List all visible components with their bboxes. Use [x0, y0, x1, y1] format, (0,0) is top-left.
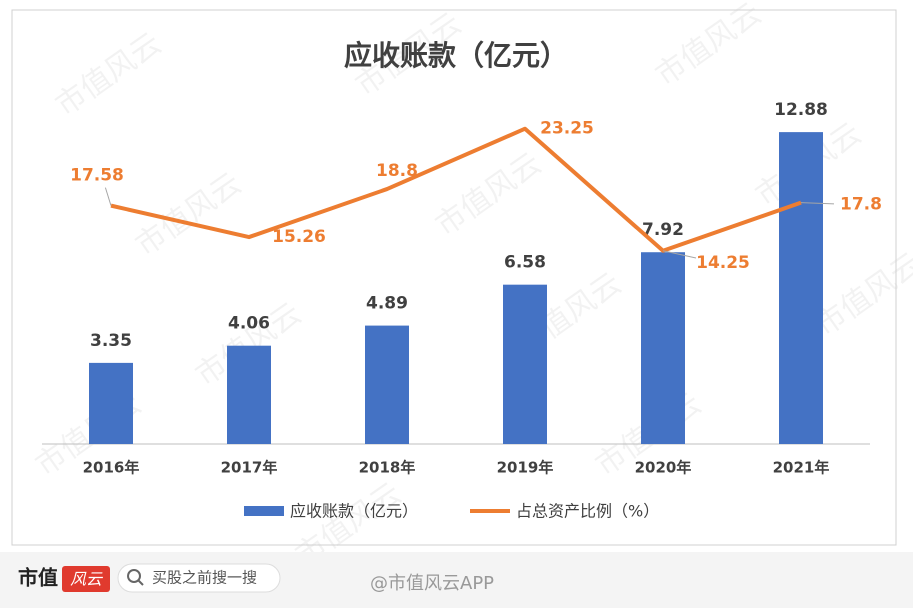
chart-frame — [11, 9, 897, 546]
bar — [779, 132, 823, 444]
line-value-label: 23.25 — [540, 119, 594, 139]
x-tick-label: 2016年 — [83, 459, 140, 477]
search-box[interactable] — [117, 563, 281, 593]
x-tick-label: 2020年 — [635, 459, 692, 477]
line-value-label: 14.25 — [696, 253, 750, 273]
footer-logo-box — [62, 566, 110, 592]
bar — [641, 252, 685, 444]
bar-value-label: 4.06 — [228, 314, 270, 334]
bar-value-label: 12.88 — [774, 100, 828, 120]
legend-swatch — [244, 506, 284, 516]
legend-label: 占总资产比例（%） — [516, 502, 659, 521]
x-tick-label: 2021年 — [773, 459, 830, 477]
legend-label: 应收账款（亿元） — [290, 502, 418, 521]
search-icon — [137, 579, 144, 586]
leader-line — [104, 187, 112, 206]
leader-line — [662, 250, 697, 259]
search-text[interactable]: 买股之前搜一搜 — [152, 569, 257, 587]
bar — [365, 325, 409, 444]
x-tick-label: 2018年 — [359, 459, 416, 477]
footer-source: @市值风云APP — [370, 573, 494, 594]
footer-logo: 风云 — [70, 570, 104, 589]
bar-value-label: 7.92 — [642, 220, 684, 240]
bar — [227, 345, 271, 444]
x-tick-label: 2019年 — [497, 459, 554, 477]
x-tick-label: 2017年 — [221, 459, 278, 477]
line-value-label: 17.8 — [840, 195, 882, 215]
footer-brand: 市值 — [18, 566, 58, 590]
bar-value-label: 3.35 — [90, 331, 132, 351]
line-value-label: 15.26 — [272, 227, 326, 247]
line — [110, 126, 802, 253]
line-value-label: 18.8 — [376, 161, 418, 181]
bar-value-label: 6.58 — [504, 253, 546, 273]
leader-line — [800, 202, 835, 205]
search-icon — [127, 569, 141, 583]
chart-title: 应收账款（亿元） — [344, 39, 568, 72]
line-value-label: 17.58 — [70, 166, 124, 186]
bar — [503, 284, 547, 444]
bar — [89, 362, 133, 444]
bar-value-label: 4.89 — [366, 294, 408, 314]
